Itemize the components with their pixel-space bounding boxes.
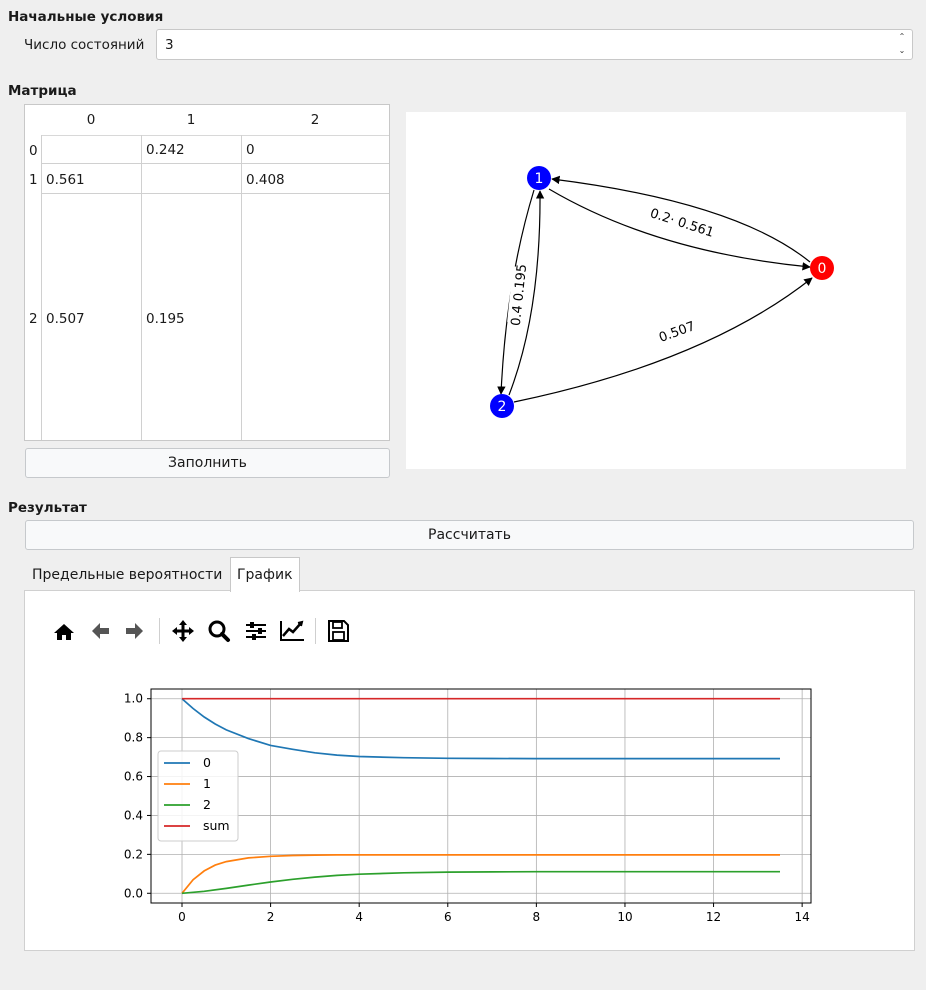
tab-limit-probabilities[interactable]: Предельные вероятности <box>32 567 223 583</box>
edge-label-0-1: 0.2· 0.561 <box>647 203 718 241</box>
matrix-title: Матрица <box>8 83 77 99</box>
result-title: Результат <box>8 500 87 516</box>
svg-text:1: 1 <box>535 171 544 187</box>
matrix-cell[interactable]: 0.242 <box>146 142 185 158</box>
svg-text:0.4 0.195: 0.4 0.195 <box>509 263 530 326</box>
legend-label: 1 <box>203 776 211 791</box>
edge-0-1-arrow <box>551 175 811 263</box>
back-icon[interactable] <box>86 618 114 644</box>
x-tick-label: 8 <box>533 910 541 924</box>
pan-icon[interactable] <box>169 618 197 644</box>
graph-node-2: 2 <box>490 394 514 418</box>
x-tick-label: 10 <box>617 910 632 924</box>
initial-conditions-title: Начальные условия <box>8 9 164 25</box>
matrix-cell[interactable]: 0.408 <box>246 172 285 188</box>
home-icon[interactable] <box>50 618 78 644</box>
toolbar-separator <box>159 618 160 644</box>
matrix-cell[interactable]: 0.507 <box>46 311 85 327</box>
y-tick-label: 0.6 <box>124 770 143 784</box>
x-tick-label: 6 <box>444 910 452 924</box>
grid-line <box>141 135 142 440</box>
state-graph: 0.2· 0.561 0.4 0.195 0.507 0 1 2 <box>406 112 906 469</box>
axes-icon[interactable] <box>278 618 306 644</box>
x-tick-label: 0 <box>178 910 186 924</box>
edge-label-2-0: 0.507 <box>655 316 699 346</box>
zoom-icon[interactable] <box>205 618 233 644</box>
x-tick-label: 2 <box>267 910 275 924</box>
matrix-cell[interactable]: 0.195 <box>146 311 185 327</box>
series-line-2 <box>181 870 780 895</box>
edge-label-1-2: 0.4 0.195 <box>507 263 530 327</box>
spin-up-icon[interactable]: ⌃ <box>898 32 906 41</box>
legend-label: 0 <box>203 755 211 770</box>
svg-text:0.2· 0.561: 0.2· 0.561 <box>648 206 716 241</box>
edge-2-0-arrow <box>513 277 813 403</box>
legend-label: 2 <box>203 797 211 812</box>
y-tick-label: 1.0 <box>124 692 143 706</box>
spin-down-icon[interactable]: ⌄ <box>898 46 906 55</box>
matrix-cell[interactable]: 0 <box>246 142 255 158</box>
row-header[interactable]: 0 <box>29 143 38 159</box>
row-header[interactable]: 1 <box>29 172 38 188</box>
x-tick-label: 4 <box>355 910 363 924</box>
fill-button[interactable]: Заполнить <box>25 448 390 478</box>
column-header[interactable]: 0 <box>41 105 142 136</box>
series-line-1 <box>181 854 780 894</box>
graph-node-0: 0 <box>810 256 834 280</box>
row-header[interactable]: 2 <box>29 311 38 327</box>
y-tick-label: 0.8 <box>124 731 143 745</box>
svg-text:2: 2 <box>498 399 507 415</box>
edge-2-1-arrow <box>508 190 545 396</box>
y-tick-label: 0.4 <box>124 808 143 822</box>
matrix-cell[interactable]: 0.561 <box>46 172 85 188</box>
x-tick-label: 14 <box>795 910 810 924</box>
grid-line <box>41 135 42 440</box>
grid-line <box>41 163 389 164</box>
svg-text:0: 0 <box>818 261 827 277</box>
toolbar-separator <box>315 618 316 644</box>
matrix-table: 0 1 2 0 1 2 0.242 0 0.561 0.408 0.507 0.… <box>24 104 390 441</box>
grid-line <box>41 193 389 194</box>
tab-chart[interactable]: График <box>230 557 300 592</box>
axes-frame <box>150 688 812 904</box>
legend-label: sum <box>203 818 230 833</box>
calculate-button[interactable]: Рассчитать <box>25 520 914 550</box>
edge-1-0-arrow <box>548 188 811 271</box>
chart-tab-panel: 0 2 4 6 8 10 12 14 0.0 0.2 0.4 0.6 0.8 1.0 0 1 2 sum <box>24 590 915 951</box>
column-header[interactable]: 1 <box>141 105 242 136</box>
save-icon[interactable] <box>324 618 352 644</box>
y-tick-label: 0.0 <box>124 886 143 900</box>
column-header[interactable]: 2 <box>241 105 389 136</box>
graph-node-1: 1 <box>527 166 551 190</box>
spin-arrows[interactable]: ⌃ ⌄ <box>896 30 908 59</box>
y-tick-label: 0.2 <box>124 847 143 861</box>
legend-box <box>157 750 239 842</box>
x-tick-label: 12 <box>706 910 721 924</box>
forward-icon[interactable] <box>121 618 149 644</box>
states-count-value: 3 <box>165 37 174 53</box>
states-count-label: Число состояний <box>24 37 145 53</box>
series-line-0 <box>181 698 780 760</box>
configure-icon[interactable] <box>242 618 270 644</box>
state-graph-svg: 0.2· 0.561 0.4 0.195 0.507 0 1 2 <box>490 166 834 418</box>
grid-line <box>241 135 242 440</box>
states-count-spinbox[interactable]: 3 ⌃ ⌄ <box>156 29 913 60</box>
corner-cell <box>25 105 42 135</box>
